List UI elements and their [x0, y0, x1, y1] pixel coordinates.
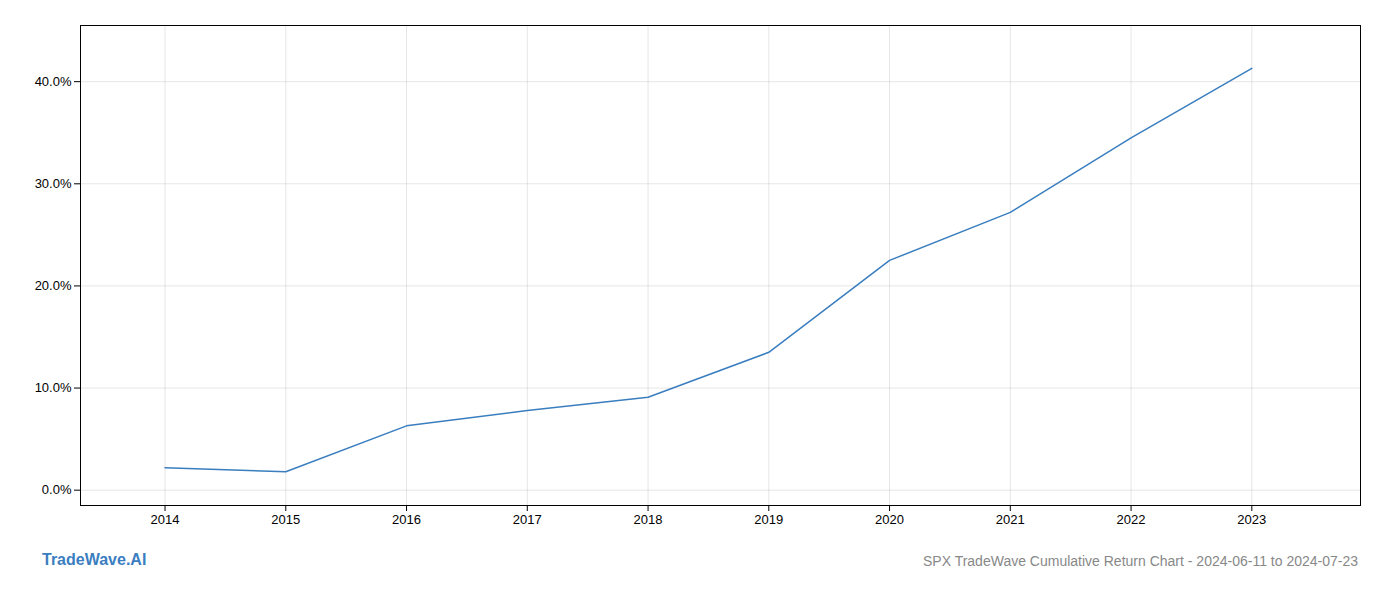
svg-text:2016: 2016 [392, 512, 421, 527]
svg-text:2017: 2017 [513, 512, 542, 527]
svg-text:2019: 2019 [754, 512, 783, 527]
svg-text:30.0%: 30.0% [35, 176, 72, 191]
svg-text:2023: 2023 [1237, 512, 1266, 527]
svg-text:2021: 2021 [996, 512, 1025, 527]
svg-text:2022: 2022 [1117, 512, 1146, 527]
svg-text:0.0%: 0.0% [42, 482, 72, 497]
svg-text:2018: 2018 [634, 512, 663, 527]
svg-text:2014: 2014 [151, 512, 180, 527]
svg-text:40.0%: 40.0% [35, 74, 72, 89]
html-text:SPX TradeWave Cumulative Retur: SPX TradeWave Cumulative Return Chart - … [923, 553, 1358, 569]
svg-text:2015: 2015 [271, 512, 300, 527]
svg-text:10.0%: 10.0% [35, 380, 72, 395]
svg-text:2020: 2020 [875, 512, 904, 527]
html-text:TradeWave.AI: TradeWave.AI [42, 551, 147, 568]
svg-text:20.0%: 20.0% [35, 278, 72, 293]
